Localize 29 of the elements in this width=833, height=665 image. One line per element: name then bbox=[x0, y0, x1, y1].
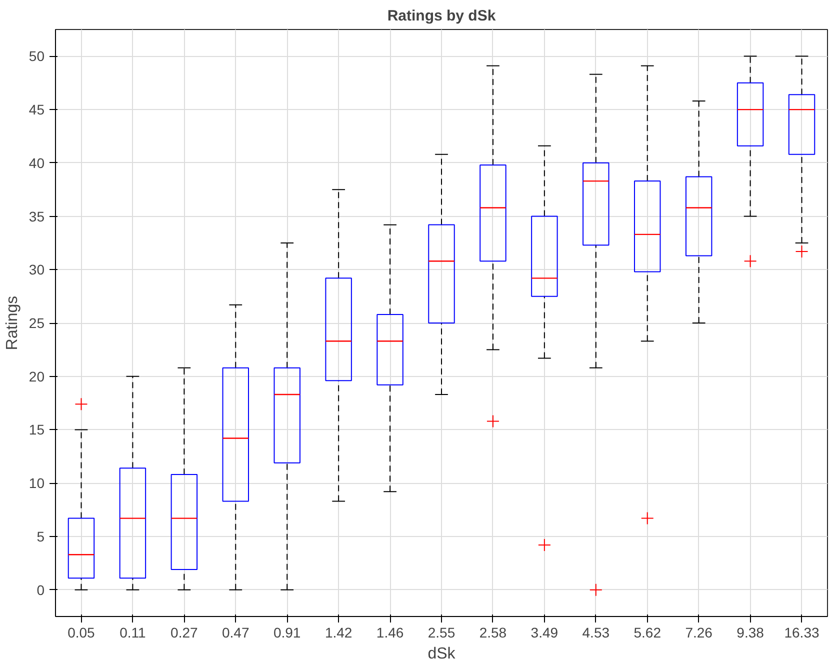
x-tick-label: 0.05 bbox=[68, 624, 96, 640]
x-tick-label: 3.49 bbox=[530, 624, 558, 640]
x-tick-label: 0.47 bbox=[222, 624, 250, 640]
x-tick-label: 0.91 bbox=[273, 624, 301, 640]
y-tick-label: 10 bbox=[28, 475, 45, 492]
x-tick-label: 0.27 bbox=[170, 624, 198, 640]
y-axis-title: Ratings bbox=[4, 296, 21, 350]
x-tick-label: 5.62 bbox=[634, 624, 662, 640]
y-tick-label: 25 bbox=[28, 315, 45, 331]
y-tick-label: 0 bbox=[36, 582, 45, 598]
x-tick-label: 4.53 bbox=[582, 624, 610, 640]
y-tick-label: 15 bbox=[28, 422, 45, 438]
x-tick-label: 2.58 bbox=[479, 624, 507, 640]
x-tick-label: 1.46 bbox=[376, 624, 404, 640]
y-tick-label: 40 bbox=[28, 154, 45, 171]
x-tick-label: 16.33 bbox=[784, 624, 820, 640]
y-tick-label: 45 bbox=[28, 102, 45, 118]
chart-title: Ratings by dSk bbox=[387, 8, 496, 24]
y-tick-label: 50 bbox=[28, 48, 45, 64]
y-tick-label: 30 bbox=[28, 262, 45, 278]
x-axis-title: dSk bbox=[428, 646, 456, 662]
x-tick-label: 0.11 bbox=[120, 624, 146, 640]
x-tick-label: 7.26 bbox=[685, 624, 713, 640]
x-tick-label: 9.38 bbox=[736, 624, 764, 640]
y-tick-label: 5 bbox=[36, 528, 45, 544]
y-tick-label: 20 bbox=[28, 368, 45, 384]
y-tick-label: 35 bbox=[28, 208, 45, 224]
x-tick-label: 2.55 bbox=[428, 624, 456, 640]
x-tick-label: 1.42 bbox=[324, 624, 352, 640]
